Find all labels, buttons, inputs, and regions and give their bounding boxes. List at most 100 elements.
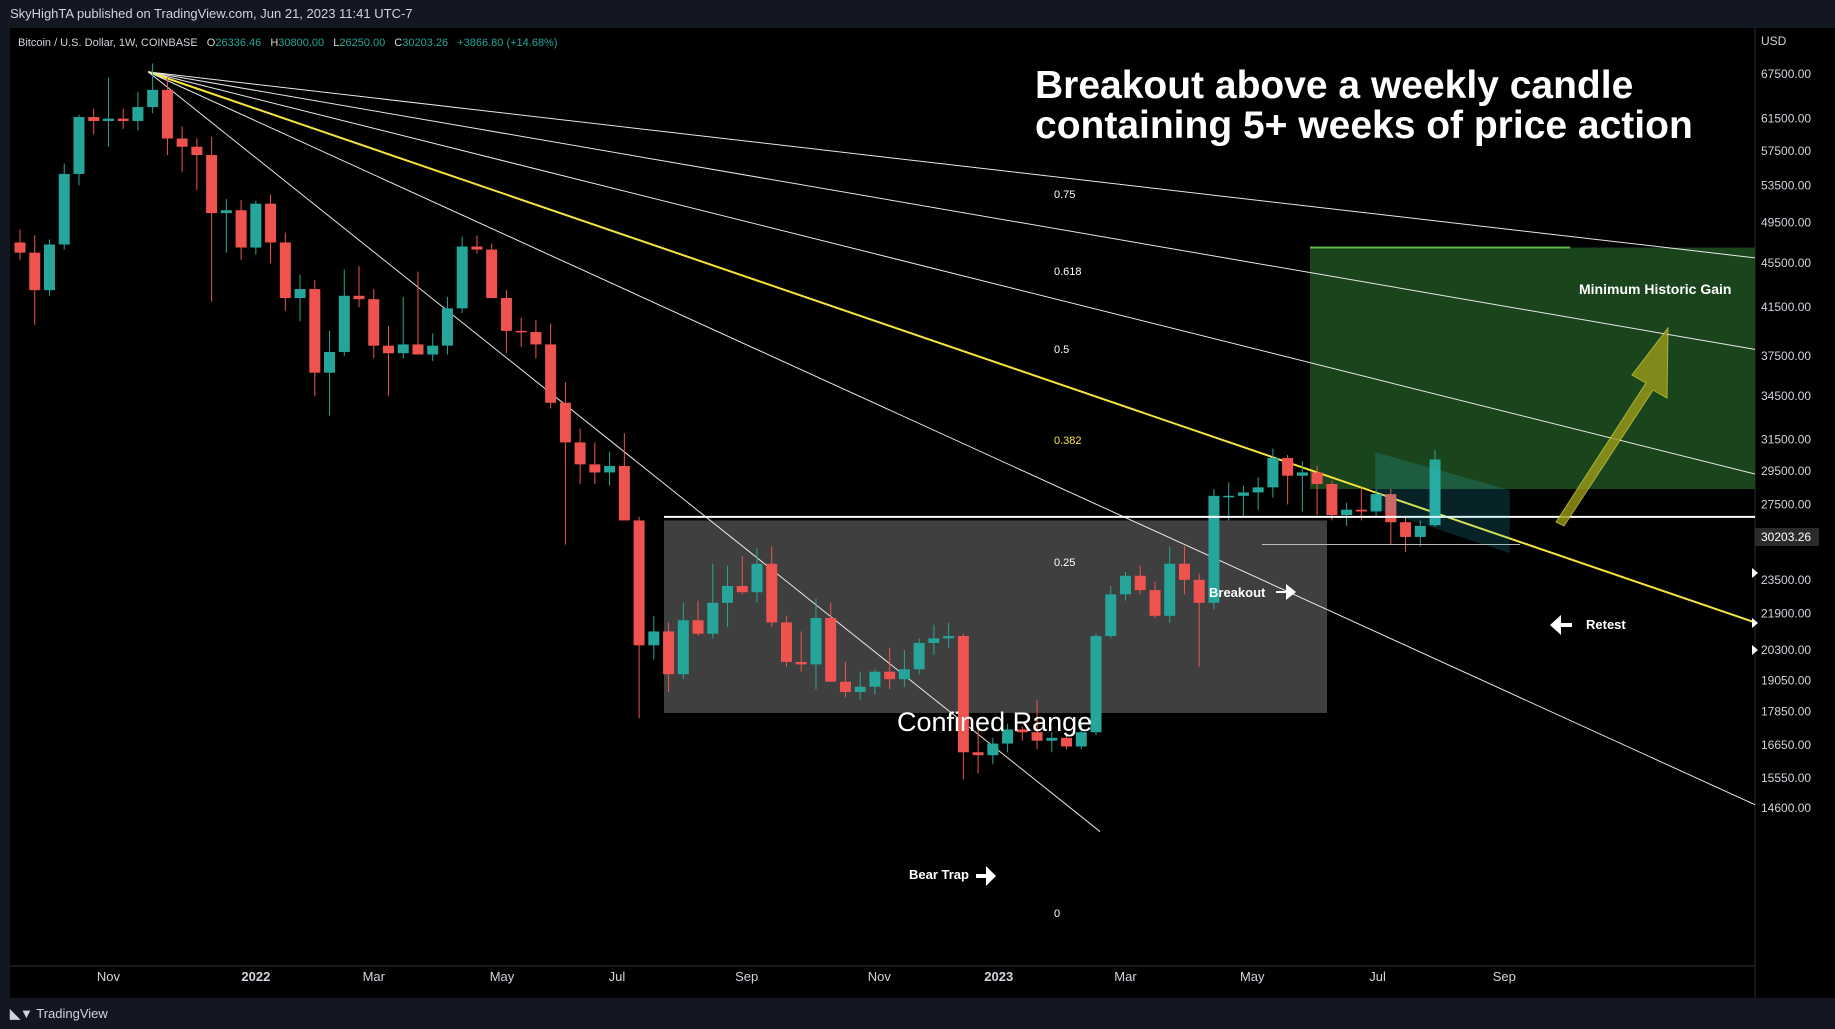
fan-line[interactable] [147, 70, 1755, 624]
candle-body[interactable] [1046, 737, 1058, 741]
candle-body[interactable] [1237, 492, 1249, 496]
candle-body[interactable] [972, 752, 984, 756]
candle-body[interactable] [73, 117, 85, 174]
tradingview-brand[interactable]: TradingView [36, 1006, 108, 1021]
candle-body[interactable] [1252, 487, 1264, 493]
candle-body[interactable] [928, 638, 940, 643]
candle-body[interactable] [898, 669, 910, 680]
candle-body[interactable] [1341, 509, 1353, 516]
candle-body[interactable] [486, 249, 498, 299]
candle-body[interactable] [854, 686, 866, 692]
candle-body[interactable] [1370, 494, 1382, 512]
candle-body[interactable] [559, 402, 571, 443]
candle-body[interactable] [206, 155, 218, 214]
candle-body[interactable] [294, 289, 306, 299]
candle-body[interactable] [265, 203, 277, 243]
candle-body[interactable] [943, 636, 955, 639]
candle-body[interactable] [1223, 495, 1235, 498]
candle-body[interactable] [913, 642, 925, 670]
candle-body[interactable] [1061, 737, 1073, 747]
candle-body[interactable] [43, 244, 55, 291]
candle-body[interactable] [1090, 636, 1102, 733]
candle-body[interactable] [722, 585, 734, 603]
candle-body[interactable] [987, 743, 999, 756]
candle-body[interactable] [102, 118, 114, 121]
candle-body[interactable] [707, 602, 719, 634]
candle-body[interactable] [1164, 563, 1176, 616]
candle-body[interactable] [1355, 509, 1367, 512]
candle-body[interactable] [618, 465, 630, 521]
descending-channel[interactable] [1375, 452, 1510, 554]
candle-body[interactable] [1031, 732, 1043, 741]
candle-body[interactable] [1149, 590, 1161, 616]
candle-body[interactable] [1075, 732, 1087, 747]
candle-body[interactable] [1002, 729, 1014, 744]
candle-body[interactable] [515, 330, 527, 333]
candle-body[interactable] [1267, 457, 1279, 488]
candle-body[interactable] [1193, 579, 1205, 603]
candle-body[interactable] [795, 661, 807, 665]
candle-body[interactable] [633, 520, 645, 646]
candle-body[interactable] [957, 636, 969, 753]
candle-body[interactable] [766, 563, 778, 623]
candle-body[interactable] [1016, 729, 1028, 733]
fan-line[interactable] [148, 71, 1755, 475]
candle-body[interactable] [309, 289, 321, 373]
candle-body[interactable] [147, 89, 159, 108]
candle-body[interactable] [279, 242, 291, 299]
candle-body[interactable] [884, 671, 896, 680]
candle-body[interactable] [117, 118, 129, 121]
candle-body[interactable] [839, 681, 851, 692]
candle-body[interactable] [88, 117, 100, 121]
candle-body[interactable] [1134, 575, 1146, 591]
candle-body[interactable] [1105, 594, 1117, 637]
candle-body[interactable] [1296, 472, 1308, 476]
candle-body[interactable] [530, 332, 542, 345]
candle-body[interactable] [383, 345, 394, 354]
plot-area[interactable] [10, 28, 1755, 966]
candle-body[interactable] [604, 465, 616, 473]
candle-body[interactable] [1429, 459, 1441, 526]
fan-line[interactable] [148, 71, 1755, 350]
candle-body[interactable] [471, 246, 483, 250]
candle-body[interactable] [648, 631, 660, 646]
candle-body[interactable] [736, 585, 748, 593]
candle-body[interactable] [1385, 494, 1397, 523]
candle-body[interactable] [176, 138, 188, 147]
candle-body[interactable] [14, 242, 26, 253]
candle-body[interactable] [1178, 563, 1190, 580]
candle-body[interactable] [427, 345, 439, 355]
candle-body[interactable] [663, 631, 675, 675]
candle-body[interactable] [235, 210, 247, 248]
price-axis[interactable] [1755, 28, 1835, 998]
candle-body[interactable] [29, 252, 41, 291]
candle-body[interactable] [1400, 522, 1412, 537]
candle-body[interactable] [441, 308, 453, 346]
candle-body[interactable] [751, 563, 763, 593]
target-arrow-icon[interactable] [1555, 326, 1669, 527]
candle-body[interactable] [1282, 457, 1294, 476]
time-axis[interactable] [10, 966, 1755, 998]
candle-body[interactable] [589, 464, 601, 473]
candle-body[interactable] [456, 246, 468, 309]
candle-body[interactable] [780, 622, 792, 662]
candle-body[interactable] [692, 620, 704, 634]
candle-body[interactable] [1414, 525, 1426, 537]
candle-body[interactable] [677, 620, 689, 675]
candle-body[interactable] [500, 298, 512, 331]
candle-body[interactable] [353, 295, 365, 300]
candle-body[interactable] [397, 344, 409, 354]
fan-line[interactable] [148, 71, 1755, 259]
fan-line[interactable] [148, 71, 1755, 806]
candle-body[interactable] [368, 299, 380, 346]
candle-body[interactable] [338, 295, 350, 352]
candle-body[interactable] [1208, 495, 1220, 603]
candle-body[interactable] [58, 173, 70, 245]
candle-body[interactable] [191, 146, 203, 156]
candle-body[interactable] [132, 107, 144, 121]
candle-body[interactable] [810, 618, 822, 665]
candle-body[interactable] [1311, 472, 1323, 484]
candle-body[interactable] [161, 89, 173, 139]
candle-body[interactable] [250, 203, 262, 248]
candle-body[interactable] [869, 671, 881, 687]
